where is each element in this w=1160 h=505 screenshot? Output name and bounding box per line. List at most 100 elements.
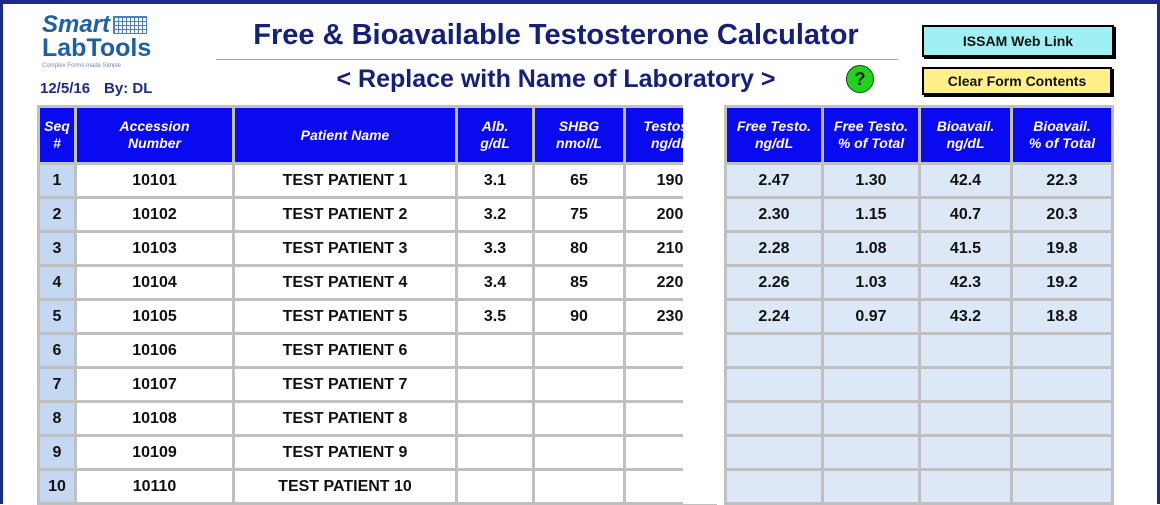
table-row bbox=[727, 437, 1111, 468]
alb-column-header: Alb. g/dL bbox=[458, 108, 532, 162]
patient-name-cell[interactable]: TEST PATIENT 8 bbox=[235, 403, 455, 434]
laboratory-name-field[interactable]: < Replace with Name of Laboratory > bbox=[336, 65, 776, 93]
shbg-cell[interactable]: 85 bbox=[535, 267, 623, 298]
free-testo-cell bbox=[727, 335, 821, 366]
seq-cell: 3 bbox=[40, 233, 74, 264]
patient-name-cell[interactable]: TEST PATIENT 7 bbox=[235, 369, 455, 400]
accession-cell[interactable]: 10104 bbox=[77, 267, 232, 298]
patient-name-cell[interactable]: TEST PATIENT 2 bbox=[235, 199, 455, 230]
bioavail-cell: 42.3 bbox=[921, 267, 1010, 298]
patient-name-cell[interactable]: TEST PATIENT 3 bbox=[235, 233, 455, 264]
free-testo-cell bbox=[727, 369, 821, 400]
title-divider bbox=[216, 59, 898, 60]
table-row: 7 10107 TEST PATIENT 7 bbox=[40, 369, 714, 400]
shbg-column-header: SHBG nmol/L bbox=[535, 108, 623, 162]
alb-cell[interactable]: 3.3 bbox=[458, 233, 532, 264]
table-row: 2.26 1.03 42.3 19.2 bbox=[727, 267, 1111, 298]
free-testo-pct-cell bbox=[824, 471, 918, 502]
logo-smart-text: Smart bbox=[42, 11, 111, 38]
alb-cell[interactable]: 3.2 bbox=[458, 199, 532, 230]
bioavail-pct-cell bbox=[1013, 403, 1111, 434]
bioavail-pct-cell bbox=[1013, 471, 1111, 502]
alb-cell[interactable]: 3.1 bbox=[458, 165, 532, 196]
table-row: 4 10104 TEST PATIENT 4 3.4 85 220 bbox=[40, 267, 714, 298]
table-row: 6 10106 TEST PATIENT 6 bbox=[40, 335, 714, 366]
shbg-cell[interactable]: 65 bbox=[535, 165, 623, 196]
bioavail-pct-cell: 18.8 bbox=[1013, 301, 1111, 332]
alb-cell[interactable] bbox=[458, 437, 532, 468]
page-title: Free & Bioavailable Testosterone Calcula… bbox=[253, 19, 859, 51]
seq-cell: 6 bbox=[40, 335, 74, 366]
free-testo-pct-cell bbox=[824, 403, 918, 434]
form-author: By: DL bbox=[104, 80, 153, 97]
free-testo-pct-cell: 0.97 bbox=[824, 301, 918, 332]
accession-cell[interactable]: 10105 bbox=[77, 301, 232, 332]
input-table-header-row: Seq # Accession Number Patient Name Alb. g/… bbox=[40, 108, 714, 162]
bioavail-cell bbox=[921, 471, 1010, 502]
accession-cell[interactable]: 10107 bbox=[77, 369, 232, 400]
header-line: Bioavail. bbox=[936, 118, 995, 134]
bioavail-cell bbox=[921, 369, 1010, 400]
form-date: 12/5/16 bbox=[40, 80, 91, 97]
alb-cell[interactable] bbox=[458, 335, 532, 366]
header-line: g/dL bbox=[480, 135, 510, 151]
alb-cell[interactable] bbox=[458, 471, 532, 502]
shbg-cell[interactable] bbox=[535, 403, 623, 434]
shbg-cell[interactable] bbox=[535, 335, 623, 366]
shbg-cell[interactable] bbox=[535, 437, 623, 468]
seq-column-header: Seq # bbox=[40, 108, 74, 162]
accession-cell[interactable]: 10102 bbox=[77, 199, 232, 230]
results-table-header-row: Free Testo. ng/dL Free Testo.% of Total B… bbox=[727, 108, 1111, 162]
alb-cell[interactable] bbox=[458, 369, 532, 400]
free-testo-pct-cell bbox=[824, 369, 918, 400]
header-line: ng/dL bbox=[946, 135, 985, 151]
bioavail-cell: 40.7 bbox=[921, 199, 1010, 230]
patient-name-cell[interactable]: TEST PATIENT 10 bbox=[235, 471, 455, 502]
free-testo-pct-column-header: Free Testo.% of Total bbox=[824, 108, 918, 162]
bioavail-pct-cell: 19.2 bbox=[1013, 267, 1111, 298]
window-frame-top bbox=[0, 0, 1160, 4]
table-row: 2.30 1.15 40.7 20.3 bbox=[727, 199, 1111, 230]
accession-cell[interactable]: 10103 bbox=[77, 233, 232, 264]
patient-name-cell[interactable]: TEST PATIENT 6 bbox=[235, 335, 455, 366]
shbg-cell[interactable] bbox=[535, 369, 623, 400]
table-gap bbox=[683, 105, 724, 504]
patient-name-column-header: Patient Name bbox=[235, 108, 455, 162]
shbg-cell[interactable] bbox=[535, 471, 623, 502]
patient-name-cell[interactable]: TEST PATIENT 5 bbox=[235, 301, 455, 332]
shbg-cell[interactable]: 90 bbox=[535, 301, 623, 332]
bioavail-pct-cell: 22.3 bbox=[1013, 165, 1111, 196]
smartlabtools-logo: Smart LabTools Complex Forms made Simple bbox=[42, 12, 182, 72]
accession-cell[interactable]: 10109 bbox=[77, 437, 232, 468]
accession-cell[interactable]: 10108 bbox=[77, 403, 232, 434]
seq-cell: 10 bbox=[40, 471, 74, 502]
clear-form-button[interactable]: Clear Form Contents bbox=[922, 67, 1112, 95]
seq-cell: 4 bbox=[40, 267, 74, 298]
alb-cell[interactable]: 3.4 bbox=[458, 267, 532, 298]
logo-labtools-text: LabTools bbox=[42, 34, 152, 62]
free-testo-pct-cell: 1.03 bbox=[824, 267, 918, 298]
header-line: Free Testo. bbox=[833, 118, 909, 134]
issam-web-link-button[interactable]: ISSAM Web Link bbox=[922, 25, 1114, 57]
accession-cell[interactable]: 10106 bbox=[77, 335, 232, 366]
question-circle-icon[interactable]: ? bbox=[846, 65, 874, 93]
bioavail-cell bbox=[921, 403, 1010, 434]
shbg-cell[interactable]: 75 bbox=[535, 199, 623, 230]
free-testo-cell: 2.30 bbox=[727, 199, 821, 230]
accession-column-header: Accession Number bbox=[77, 108, 232, 162]
accession-cell[interactable]: 10110 bbox=[77, 471, 232, 502]
patient-name-cell[interactable]: TEST PATIENT 9 bbox=[235, 437, 455, 468]
free-testo-cell: 2.24 bbox=[727, 301, 821, 332]
free-testo-column-header: Free Testo. ng/dL bbox=[727, 108, 821, 162]
free-testo-cell: 2.28 bbox=[727, 233, 821, 264]
alb-cell[interactable] bbox=[458, 403, 532, 434]
alb-cell[interactable]: 3.5 bbox=[458, 301, 532, 332]
table-row: 2.28 1.08 41.5 19.8 bbox=[727, 233, 1111, 264]
grid-icon bbox=[113, 16, 148, 34]
free-testo-pct-cell: 1.15 bbox=[824, 199, 918, 230]
seq-cell: 5 bbox=[40, 301, 74, 332]
accession-cell[interactable]: 10101 bbox=[77, 165, 232, 196]
patient-name-cell[interactable]: TEST PATIENT 1 bbox=[235, 165, 455, 196]
patient-name-cell[interactable]: TEST PATIENT 4 bbox=[235, 267, 455, 298]
shbg-cell[interactable]: 80 bbox=[535, 233, 623, 264]
